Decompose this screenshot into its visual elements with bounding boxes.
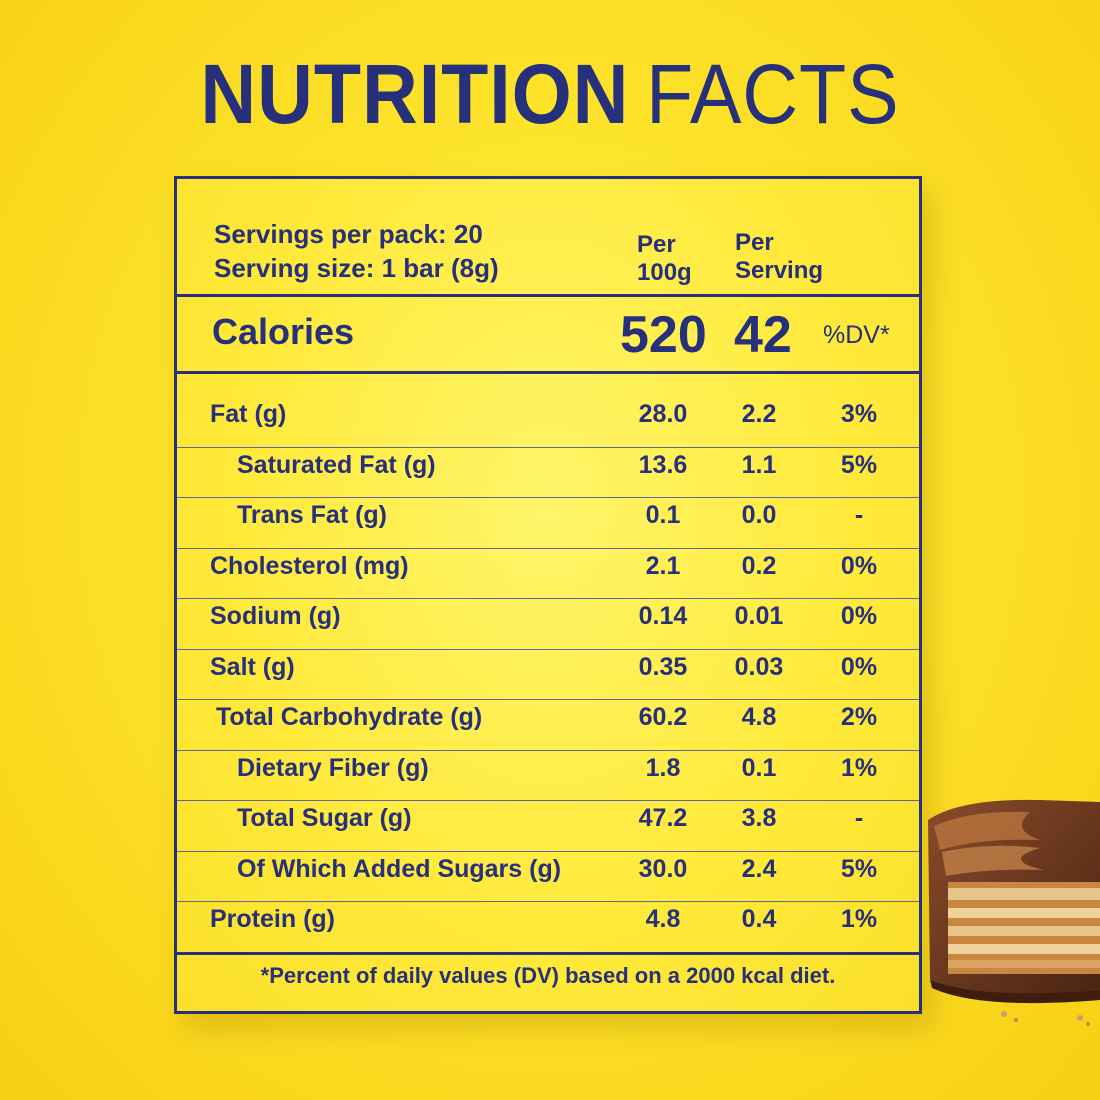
nutrient-label: Of Which Added Sugars (g) xyxy=(237,854,562,883)
nutrient-per100: 4.8 xyxy=(645,905,681,933)
nutrient-row: Sodium (g) 0.14 0.01 0% xyxy=(177,591,919,641)
nutrient-perserving: 4.8 xyxy=(741,703,777,731)
nutrient-perserving: 0.0 xyxy=(741,501,777,529)
nutrient-row: Saturated Fat (g) 13.6 1.1 5% xyxy=(177,440,919,490)
nutrient-dv: 5% xyxy=(840,450,878,479)
divider-header xyxy=(177,294,919,297)
nutrient-per100: 1.8 xyxy=(645,753,681,782)
nutrient-per100: 30.0 xyxy=(638,854,688,883)
nutrient-row: Total Carbohydrate (g) 60.2 4.8 2% xyxy=(177,692,919,742)
nutrient-row: Trans Fat (g) 0.1 0.0 - xyxy=(177,490,919,540)
row-divider xyxy=(177,749,919,751)
footnote: *Percent of daily values (DV) based on a… xyxy=(260,963,836,988)
nutrient-per100: 0.1 xyxy=(645,501,681,529)
nutrient-per100: 60.2 xyxy=(638,703,688,731)
divider-calories xyxy=(177,371,919,374)
nutrient-dv: 5% xyxy=(840,854,878,883)
row-divider xyxy=(177,901,919,902)
nutrient-dv: 0% xyxy=(840,551,878,580)
nutrition-facts-panel: Servings per pack: 20 Serving size: 1 ba… xyxy=(174,176,922,1014)
row-divider xyxy=(177,850,919,852)
nutrient-dv: 2% xyxy=(840,703,878,731)
nutrient-per100: 13.6 xyxy=(638,450,688,479)
chocolate-bar-image xyxy=(928,799,1100,1026)
nutrient-dv: 1% xyxy=(840,753,878,782)
nutrient-dv: - xyxy=(854,501,864,529)
nutrient-perserving: 0.01 xyxy=(734,602,784,630)
nutrient-label: Sodium (g) xyxy=(210,602,341,630)
row-divider xyxy=(177,699,919,700)
row-divider xyxy=(177,800,919,801)
row-divider xyxy=(177,547,919,549)
col-per100-line1: Per xyxy=(637,231,676,258)
nutrient-perserving: 2.2 xyxy=(741,400,777,428)
nutrient-label: Total Sugar (g) xyxy=(237,804,412,832)
nutrient-per100: 2.1 xyxy=(645,551,681,580)
row-divider xyxy=(177,598,919,599)
nutrient-dv: 0% xyxy=(840,602,878,630)
nutrient-per100: 47.2 xyxy=(638,804,688,832)
nutrient-perserving: 0.2 xyxy=(741,551,777,580)
nutrient-perserving: 1.1 xyxy=(741,450,777,479)
nutrient-perserving: 2.4 xyxy=(741,854,777,883)
nutrient-per100: 0.14 xyxy=(638,602,688,630)
title-light: FACTS xyxy=(645,47,900,141)
row-divider xyxy=(177,951,919,955)
nutrient-label: Salt (g) xyxy=(210,652,295,681)
col-per100-line2: 100g xyxy=(637,259,692,286)
serving-size: Serving size: 1 bar (8g) xyxy=(214,253,499,283)
dv-header: %DV* xyxy=(823,321,890,349)
nutrient-per100: 0.35 xyxy=(638,652,688,681)
row-divider xyxy=(177,497,919,498)
nutrient-label: Total Carbohydrate (g) xyxy=(216,703,483,731)
nutrient-perserving: 0.1 xyxy=(741,753,777,782)
row-divider xyxy=(177,648,919,650)
nutrient-row: Fat (g) 28.0 2.2 3% xyxy=(177,389,919,439)
nutrient-dv: 1% xyxy=(840,905,878,933)
calories-per100: 520 xyxy=(620,306,707,364)
nutrient-label: Fat (g) xyxy=(210,400,287,428)
col-perserving-line2: Serving xyxy=(735,257,824,284)
page-title: NUTRITION FACTS xyxy=(44,52,1056,136)
nutrient-perserving: 3.8 xyxy=(741,804,777,832)
nutrient-dv: 0% xyxy=(840,652,878,681)
nutrient-label: Saturated Fat (g) xyxy=(237,450,436,479)
nutrient-perserving: 0.03 xyxy=(734,652,784,681)
nutrient-row: Of Which Added Sugars (g) 30.0 2.4 5% xyxy=(177,844,919,894)
nutrient-dv: 3% xyxy=(840,400,878,428)
nutrient-label: Dietary Fiber (g) xyxy=(237,753,429,782)
nutrient-row: Protein (g) 4.8 0.4 1% xyxy=(177,894,919,944)
col-perserving-line1: Per xyxy=(735,229,774,256)
nutrient-label: Cholesterol (mg) xyxy=(210,551,409,580)
calories-label: Calories xyxy=(212,311,355,352)
calories-perserving: 42 xyxy=(734,306,792,364)
title-bold: NUTRITION xyxy=(200,47,630,141)
servings-per-pack: Servings per pack: 20 xyxy=(214,219,483,249)
nutrient-row: Total Sugar (g) 47.2 3.8 - xyxy=(177,793,919,843)
nutrient-label: Protein (g) xyxy=(210,905,335,933)
nutrient-perserving: 0.4 xyxy=(741,905,777,933)
nutrient-label: Trans Fat (g) xyxy=(237,501,388,529)
nutrient-per100: 28.0 xyxy=(638,400,688,428)
nutrient-dv: - xyxy=(854,804,864,832)
nutrient-row: Salt (g) 0.35 0.03 0% xyxy=(177,642,919,692)
row-divider xyxy=(177,446,919,448)
nutrient-row: Cholesterol (mg) 2.1 0.2 0% xyxy=(177,541,919,591)
nutrient-row: Dietary Fiber (g) 1.8 0.1 1% xyxy=(177,743,919,793)
